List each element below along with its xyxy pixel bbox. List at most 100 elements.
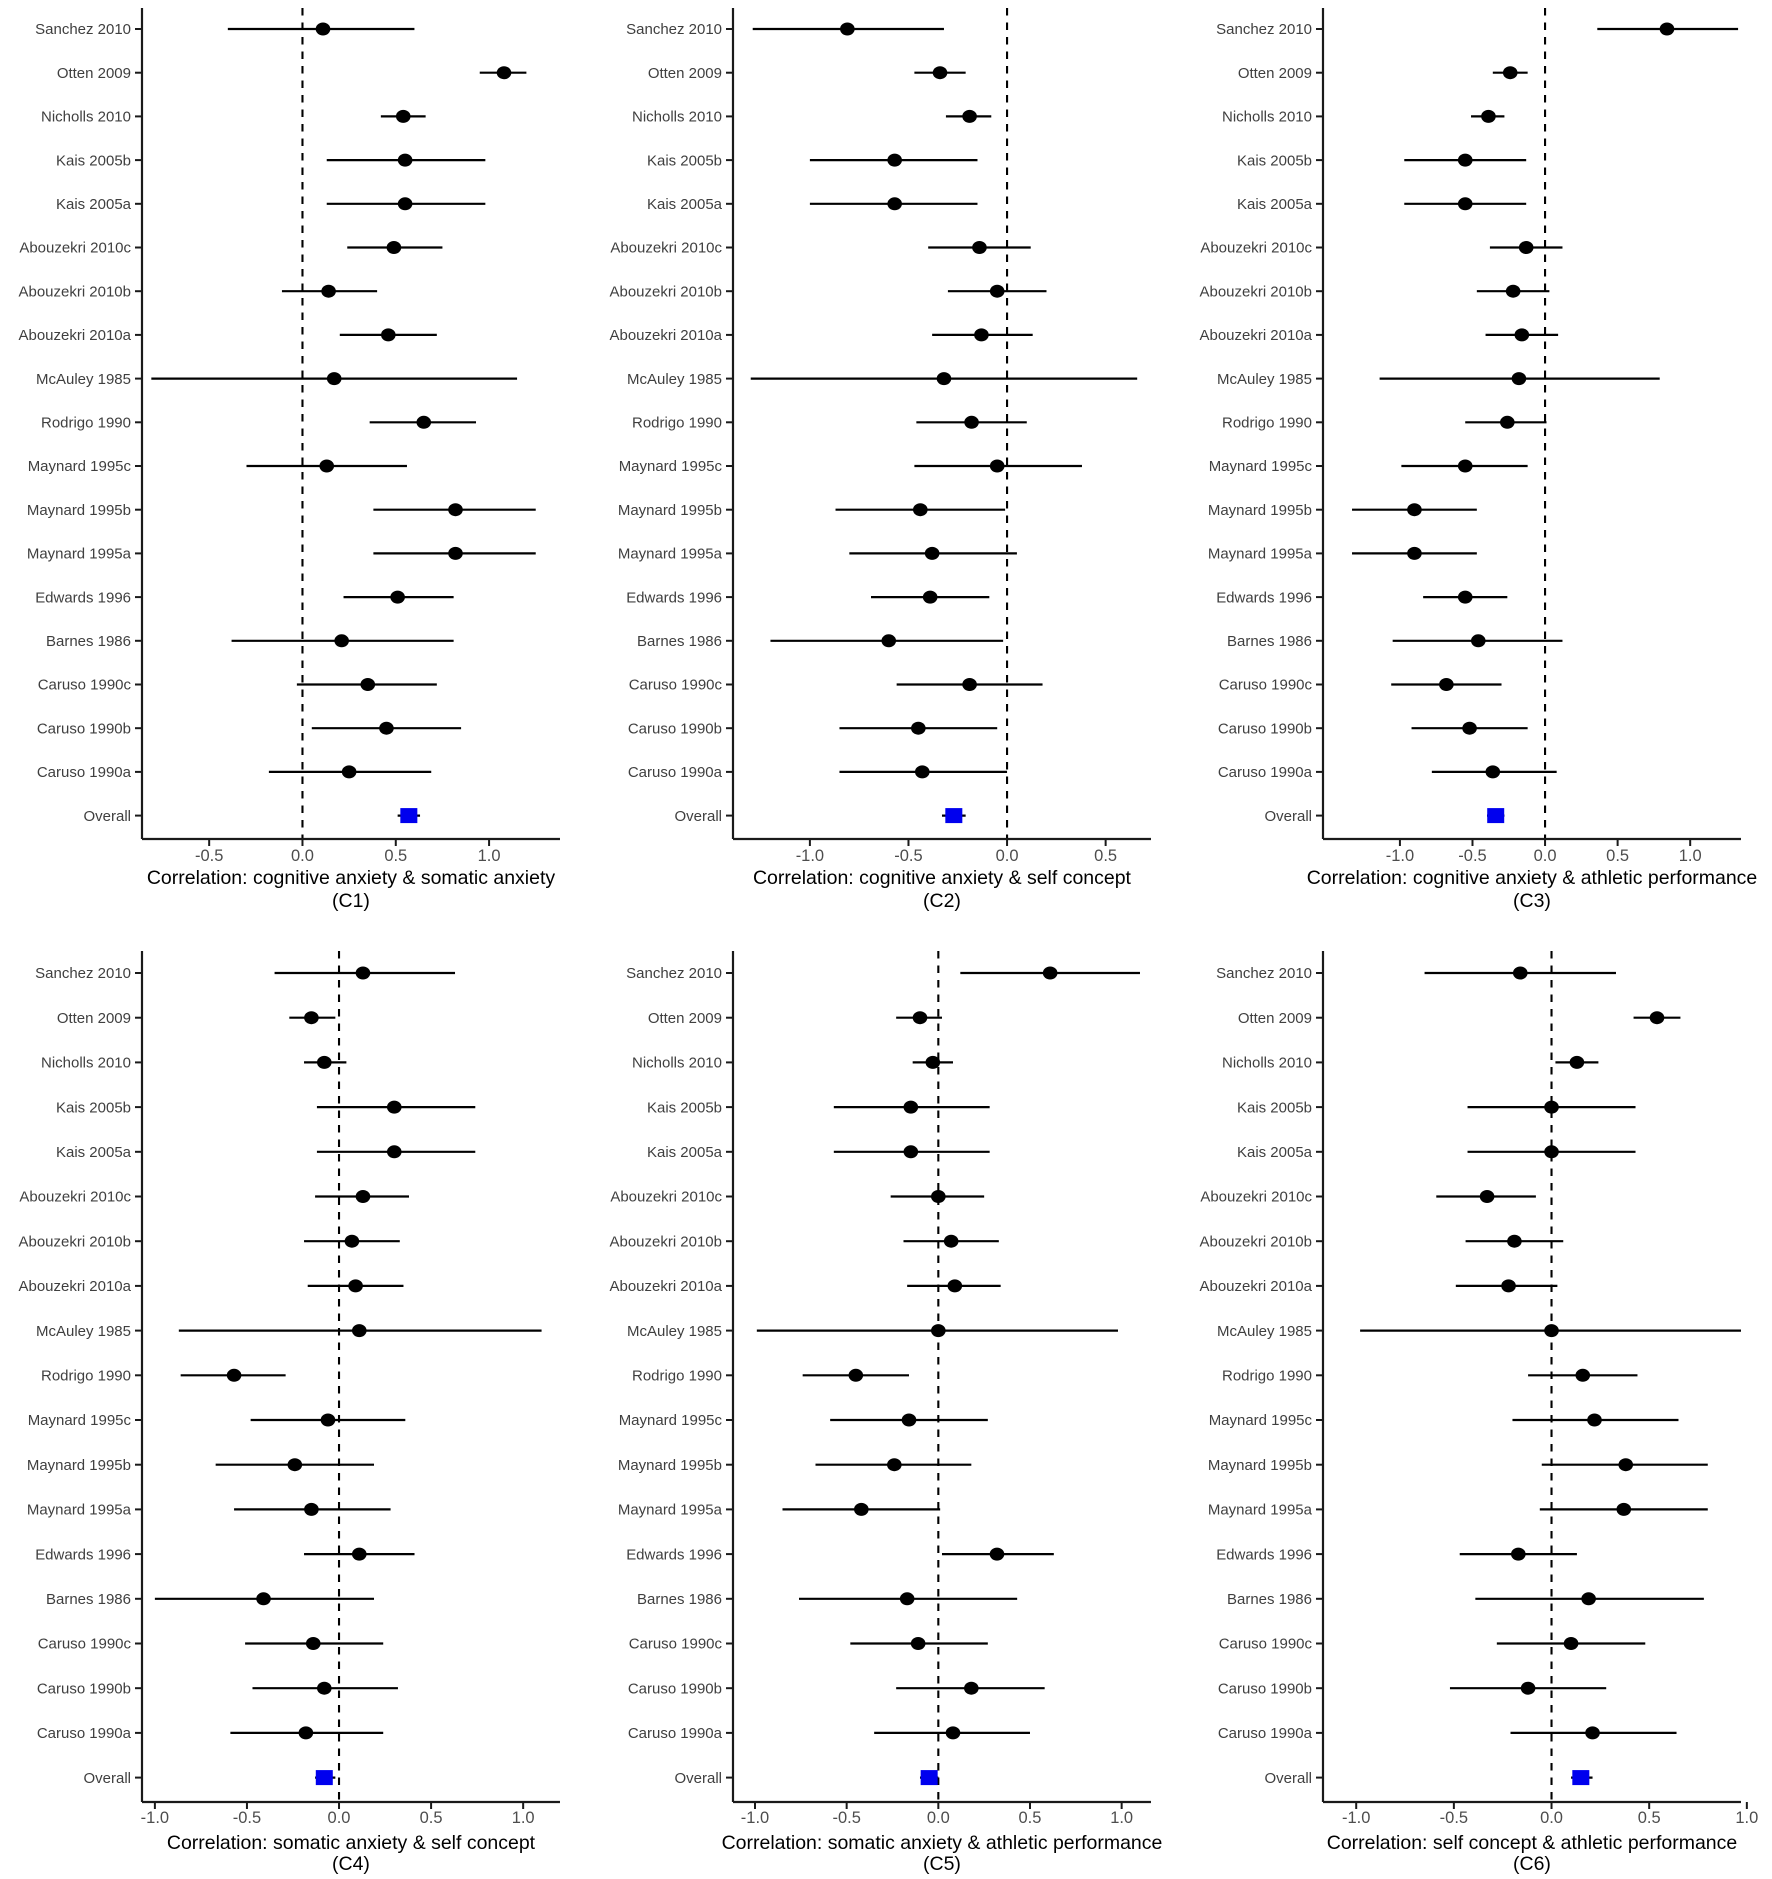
point-estimate xyxy=(1585,1726,1601,1740)
study-label: Maynard 1995a xyxy=(27,546,132,563)
point-estimate xyxy=(1458,153,1473,167)
forest-plot-svg-c5: -1.0 -0.5 0.0 0.5 1.0 Sanchez 2010 Otten 2009 N… xyxy=(609,951,1162,1875)
point-estimate xyxy=(971,241,987,255)
study-label: Abouzekri 2010a xyxy=(1200,327,1313,344)
point-estimate xyxy=(989,1547,1004,1561)
x-tick-label: -0.5 xyxy=(233,1809,261,1827)
point-estimate xyxy=(287,1458,303,1472)
x-tick-label: 1.0 xyxy=(1736,1809,1759,1827)
study-label: Maynard 1995c xyxy=(28,458,132,475)
point-estimate xyxy=(1519,241,1534,255)
x-axis-title: Correlation: cognitive anxiety & athleti… xyxy=(1307,867,1758,889)
study-label: Otten 2009 xyxy=(1238,1010,1312,1027)
study-label: Abouzekri 2010a xyxy=(609,1278,722,1295)
point-estimate xyxy=(1462,721,1478,735)
point-estimate xyxy=(1564,1636,1579,1650)
study-label: Caruso 1990c xyxy=(628,677,722,694)
study-label: Kais 2005b xyxy=(647,152,722,169)
study-label: Nicholls 2010 xyxy=(632,1055,722,1072)
point-estimate xyxy=(351,1324,367,1338)
study-label: Abouzekri 2010a xyxy=(609,327,722,344)
x-tick-label: -0.5 xyxy=(894,847,922,865)
study-label: Maynard 1995c xyxy=(1209,1412,1313,1429)
x-axis-title: Correlation: self concept & athletic per… xyxy=(1327,1832,1737,1854)
point-estimate xyxy=(887,153,902,167)
study-label: Rodrigo 1990 xyxy=(41,415,131,432)
point-estimate xyxy=(1544,1145,1560,1159)
study-label: Maynard 1995c xyxy=(1209,458,1313,475)
point-estimate xyxy=(1485,765,1501,779)
x-tick-label: 0.0 xyxy=(995,847,1018,865)
x-tick-label: 0.0 xyxy=(328,1809,351,1827)
point-estimate xyxy=(355,1190,371,1204)
study-label: McAuley 1985 xyxy=(627,1323,722,1340)
study-label: Kais 2005a xyxy=(647,1144,723,1161)
study-label: Maynard 1995a xyxy=(27,1502,132,1519)
point-estimate xyxy=(319,459,335,473)
study-label: Sanchez 2010 xyxy=(1216,21,1312,38)
forest-plot-svg-c1: -0.5 0.0 0.5 1.0 Sanchez 2010 Otten 2009 Nicho… xyxy=(19,8,560,912)
point-estimate xyxy=(989,459,1005,473)
study-label: Kais 2005a xyxy=(1237,1144,1313,1161)
point-estimate xyxy=(448,546,463,560)
x-tick-label: 0.5 xyxy=(1094,847,1117,865)
point-estimate xyxy=(853,1502,869,1516)
point-estimate xyxy=(348,1279,363,1293)
study-label: Kais 2005a xyxy=(56,1144,132,1161)
point-estimate xyxy=(943,1234,959,1248)
study-label: Abouzekri 2010a xyxy=(19,327,132,344)
study-label: Maynard 1995a xyxy=(618,546,723,563)
point-estimate xyxy=(963,415,979,429)
forest-panel-c5: -1.0 -0.5 0.0 0.5 1.0 Sanchez 2010 Otten 2009 N… xyxy=(590,940,1182,1879)
study-label: Maynard 1995b xyxy=(27,502,131,519)
x-tick-label: -0.5 xyxy=(1459,847,1487,865)
point-estimate xyxy=(397,153,413,167)
point-estimate xyxy=(881,634,896,648)
study-label: Rodrigo 1990 xyxy=(1222,1368,1312,1385)
study-label: Sanchez 2010 xyxy=(626,21,722,38)
point-estimate xyxy=(1544,1100,1560,1114)
study-label: Caruso 1990b xyxy=(628,1680,722,1697)
point-estimate xyxy=(1500,415,1515,429)
study-label: Nicholls 2010 xyxy=(1222,109,1312,126)
study-label: Sanchez 2010 xyxy=(626,965,722,982)
point-estimate xyxy=(386,1145,402,1159)
point-estimate xyxy=(932,66,947,80)
overall-summary-marker xyxy=(1572,1770,1590,1786)
study-label: Edwards 1996 xyxy=(35,589,131,606)
x-tick-label: 0.0 xyxy=(291,847,314,865)
study-label: McAuley 1985 xyxy=(627,371,722,388)
forest-plot-svg-c3: -1.0 -0.5 0.0 0.5 1.0 Sanchez 2010 Otten 2009 N… xyxy=(1200,8,1758,912)
point-estimate xyxy=(848,1368,863,1382)
point-estimate xyxy=(416,415,432,429)
point-estimate xyxy=(912,1011,927,1025)
forest-panel-c3: -1.0 -0.5 0.0 0.5 1.0 Sanchez 2010 Otten 2009 N… xyxy=(1181,0,1772,940)
point-estimate xyxy=(305,1636,321,1650)
point-estimate xyxy=(1458,197,1473,211)
study-label: Barnes 1986 xyxy=(46,633,131,650)
point-estimate xyxy=(945,1726,960,1740)
x-tick-label: -0.5 xyxy=(1440,1809,1468,1827)
point-estimate xyxy=(390,590,405,604)
point-estimate xyxy=(395,109,411,123)
panel-label: (C2) xyxy=(923,890,961,912)
study-label: Caruso 1990a xyxy=(1218,1725,1313,1742)
point-estimate xyxy=(839,22,855,36)
point-estimate xyxy=(1521,1681,1536,1695)
x-axis-title: Correlation: cognitive anxiety & somatic… xyxy=(147,867,556,889)
study-label: Caruso 1990b xyxy=(1218,1680,1312,1697)
point-estimate xyxy=(379,721,394,735)
point-estimate xyxy=(963,1681,979,1695)
study-label: Maynard 1995c xyxy=(28,1412,132,1429)
study-label: McAuley 1985 xyxy=(36,371,131,388)
panel-label: (C5) xyxy=(923,1853,961,1875)
point-estimate xyxy=(912,503,928,517)
forest-panel-c6: -1.0 -0.5 0.0 0.5 1.0 Sanchez 2010 Otten 2009 N… xyxy=(1181,940,1772,1879)
forest-panel-c1: -0.5 0.0 0.5 1.0 Sanchez 2010 Otten 2009 Nicho… xyxy=(0,0,591,940)
point-estimate xyxy=(316,1055,332,1069)
study-label: Abouzekri 2010c xyxy=(610,1189,722,1206)
point-estimate xyxy=(1481,109,1497,123)
study-label: Abouzekri 2010b xyxy=(19,283,131,300)
point-estimate xyxy=(386,1100,402,1114)
